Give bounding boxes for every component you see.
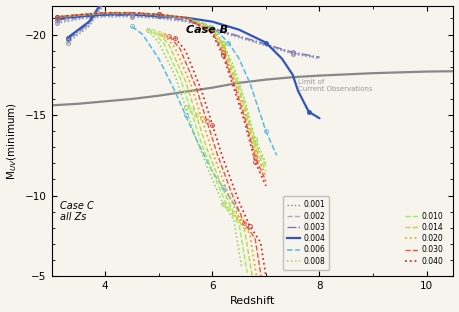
Legend: 0.010, 0.014, 0.020, 0.030, 0.040: 0.010, 0.014, 0.020, 0.030, 0.040 [401,208,448,270]
Text: Case B: Case B [185,25,228,35]
Text: Case C
all Zs: Case C all Zs [60,201,93,222]
Text: Limit of
Current Observations: Limit of Current Observations [298,79,373,92]
X-axis label: Redshift: Redshift [230,296,275,306]
Y-axis label: M$_{UV}$(minimum): M$_{UV}$(minimum) [6,102,19,180]
